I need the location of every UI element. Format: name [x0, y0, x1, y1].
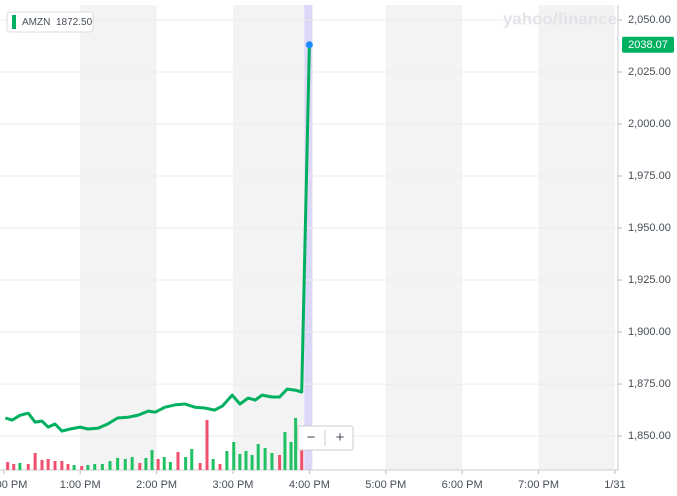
volume-bar	[294, 418, 298, 470]
y-tick-label: 1,875.00	[628, 378, 671, 390]
y-tick-label: 2,000.00	[628, 118, 671, 130]
zoom-in[interactable]: +	[336, 429, 345, 446]
price-label: 2038.07	[628, 39, 668, 51]
volume-bar	[60, 461, 64, 470]
volume-bar	[205, 420, 209, 470]
volume-bar	[26, 464, 30, 470]
volume-bar	[190, 449, 194, 470]
legend: AMZN 1872.50	[6, 11, 94, 33]
y-tick-label: 2,025.00	[628, 66, 671, 78]
volume-bar	[156, 459, 160, 470]
volume-bar	[18, 463, 22, 470]
volume-bar	[176, 452, 180, 470]
volume-bar	[232, 442, 236, 470]
x-tick-label: 4:00 PM	[289, 479, 330, 491]
volume-bar	[150, 450, 154, 470]
bands	[80, 5, 615, 470]
legend-box	[6, 11, 94, 33]
y-tick-label: 1,975.00	[628, 170, 671, 182]
volume-bar	[211, 459, 215, 470]
y-tick-label: 1,850.00	[628, 430, 671, 442]
y-tick-label: 2,050.00	[628, 14, 671, 26]
x-tick-label: 1/31	[604, 479, 625, 491]
volume-bar	[108, 461, 112, 470]
zoom-control: − +	[297, 425, 354, 451]
volume-bar	[144, 458, 148, 470]
volume-bar	[162, 457, 166, 470]
volume-bar	[130, 457, 134, 470]
last-point	[305, 41, 313, 49]
volume-bar	[46, 459, 50, 470]
y-tick-label: 1,925.00	[628, 274, 671, 286]
volume-bar	[244, 451, 248, 470]
volume-bar	[72, 465, 76, 470]
volume-bar	[225, 451, 229, 470]
volume-bar	[238, 454, 242, 470]
volume-bar	[184, 457, 188, 470]
volume-bar	[283, 432, 287, 470]
y-tick-label: 1,950.00	[628, 222, 671, 234]
volume-bar	[250, 455, 254, 470]
volume-bar	[66, 464, 70, 470]
volume-bar	[33, 453, 37, 470]
x-tick-label: 5:00 PM	[365, 479, 406, 491]
hour-band	[385, 5, 463, 470]
volume-bar	[218, 464, 222, 470]
volume-bar	[40, 460, 44, 470]
volume-bar	[80, 466, 84, 470]
volume-bar	[256, 444, 260, 470]
volume-bar	[12, 464, 16, 470]
x-tick-label: 12:00 PM	[0, 479, 27, 491]
volume-bar	[116, 458, 120, 470]
hour-band	[232, 5, 310, 470]
volume-bar	[100, 464, 104, 470]
volume-bar	[123, 459, 127, 470]
volume-bar	[300, 435, 304, 470]
x-tick-label: 2:00 PM	[136, 479, 177, 491]
hour-band	[538, 5, 615, 470]
volume-bar	[168, 462, 172, 470]
volume-bar	[270, 453, 274, 470]
volume-bar	[93, 464, 97, 470]
volume-bar	[289, 442, 293, 470]
volume-bar	[263, 448, 267, 470]
volume-bar	[6, 462, 10, 470]
volume-bar	[53, 461, 57, 470]
x-tick-label: 7:00 PM	[518, 479, 559, 491]
watermark: yahoo/finance	[503, 9, 617, 28]
volume-bar	[138, 463, 142, 470]
legend-swatch	[12, 15, 16, 29]
x-tick-label: 3:00 PM	[213, 479, 254, 491]
hour-band	[80, 5, 157, 470]
legend-value: 1872.50	[56, 17, 93, 28]
y-tick-label: 1,900.00	[628, 326, 671, 338]
x-tick-label: 1:00 PM	[60, 479, 101, 491]
volume-bar	[86, 465, 90, 470]
price-line	[4, 44, 311, 433]
volume-bar	[278, 455, 282, 470]
legend-name: AMZN	[22, 17, 50, 28]
current-time-band	[304, 5, 313, 470]
marks	[4, 41, 313, 470]
volume-bar	[198, 463, 202, 470]
price-label-box	[622, 36, 674, 53]
x-tick-label: 6:00 PM	[442, 479, 483, 491]
zoom-out[interactable]: −	[307, 429, 316, 446]
